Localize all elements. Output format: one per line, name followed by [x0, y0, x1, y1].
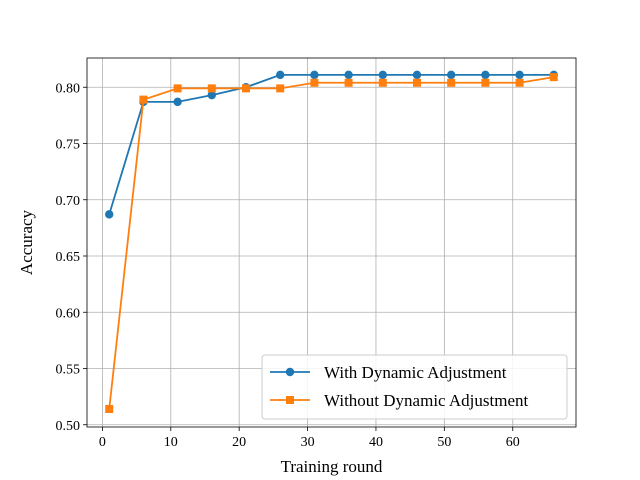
- data-point: [344, 78, 353, 87]
- legend-marker: [286, 396, 294, 404]
- y-tick-label: 0.65: [56, 250, 81, 265]
- data-point: [242, 84, 251, 93]
- data-point: [105, 405, 114, 413]
- data-point: [310, 78, 319, 87]
- x-tick-label: 50: [437, 435, 451, 450]
- series-line: [108, 76, 554, 410]
- data-point: [173, 84, 182, 93]
- data-point: [276, 84, 285, 93]
- y-tick-label: 0.55: [56, 363, 81, 378]
- x-axis: 0 10 20 30 40 50 60: [99, 427, 520, 450]
- x-axis-label: Training round: [281, 457, 383, 476]
- x-tick-label: 0: [99, 435, 106, 450]
- x-tick-label: 30: [301, 435, 315, 450]
- data-point: [344, 70, 353, 80]
- legend-label: Without Dynamic Adjustment: [324, 391, 529, 410]
- x-tick-label: 20: [232, 435, 246, 450]
- legend-box: [261, 354, 568, 420]
- data-point: [549, 73, 558, 82]
- series-line: [108, 73, 554, 215]
- data-point: [412, 70, 422, 80]
- y-axis-label: Accuracy: [17, 209, 36, 275]
- y-tick-label: 0.75: [56, 138, 81, 153]
- data-point: [481, 78, 490, 87]
- legend-item-1: With Dynamic Adjustment: [270, 363, 507, 382]
- data-point: [207, 90, 217, 100]
- x-tick-label: 10: [164, 435, 178, 450]
- y-axis: 0.50 0.55 0.60 0.65 0.70 0.75 0.80: [56, 81, 87, 434]
- x-tick-label: 60: [506, 435, 520, 450]
- data-point: [378, 78, 387, 87]
- data-point: [310, 70, 319, 80]
- legend-marker: [285, 367, 295, 377]
- grid-lines: [87, 58, 576, 427]
- data-point: [446, 70, 456, 80]
- legend-label: With Dynamic Adjustment: [324, 363, 507, 382]
- y-tick-label: 0.60: [56, 306, 81, 321]
- y-tick-label: 0.70: [56, 194, 81, 209]
- data-point: [105, 210, 114, 219]
- series-2: [105, 73, 558, 413]
- data-point: [481, 70, 490, 80]
- series-1: [105, 70, 558, 219]
- data-point: [207, 84, 216, 93]
- data-point: [276, 70, 285, 80]
- y-tick-label: 0.50: [56, 419, 81, 434]
- legend: With Dynamic Adjustment Without Dynamic A…: [261, 354, 568, 420]
- data-point: [412, 78, 421, 87]
- data-point: [139, 95, 148, 104]
- data-point: [447, 78, 456, 87]
- data-point: [515, 78, 524, 87]
- legend-item-2: Without Dynamic Adjustment: [270, 391, 529, 410]
- series-layer: [105, 70, 558, 413]
- data-point: [515, 70, 524, 80]
- x-tick-label: 40: [369, 435, 383, 450]
- y-tick-label: 0.80: [56, 81, 81, 96]
- plot-frame: [86, 57, 577, 428]
- data-point: [173, 97, 182, 107]
- data-point: [378, 70, 387, 80]
